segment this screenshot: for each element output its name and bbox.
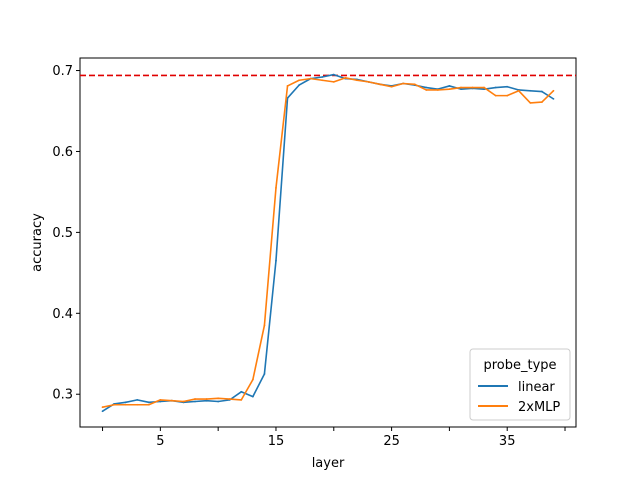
legend-label-linear: linear bbox=[518, 380, 555, 395]
data-point-linear bbox=[124, 401, 127, 404]
data-point-2xmlp bbox=[390, 85, 393, 88]
data-point-2xmlp bbox=[367, 80, 370, 83]
legend-box bbox=[469, 348, 571, 421]
data-point-linear bbox=[240, 390, 243, 393]
plot-area-frame bbox=[79, 57, 577, 428]
x-tick-label: 15 bbox=[268, 434, 285, 449]
data-point-2xmlp bbox=[344, 76, 347, 79]
data-point-linear bbox=[540, 90, 543, 93]
data-point-2xmlp bbox=[205, 398, 208, 400]
data-point-2xmlp bbox=[483, 86, 485, 89]
data-point-2xmlp bbox=[136, 403, 139, 406]
data-point-2xmlp bbox=[147, 403, 150, 406]
y-tick-label: 0.4 bbox=[52, 307, 73, 322]
data-point-2xmlp bbox=[298, 79, 300, 82]
series-line-2xmlp bbox=[102, 77, 555, 408]
data-point-2xmlp bbox=[436, 89, 439, 91]
data-point-linear bbox=[263, 373, 266, 375]
data-point-2xmlp bbox=[494, 94, 497, 97]
data-point-2xmlp bbox=[425, 89, 428, 91]
data-point-linear bbox=[194, 400, 196, 403]
legend-title: probe_type bbox=[483, 358, 556, 373]
data-point-linear bbox=[217, 400, 220, 403]
data-point-2xmlp bbox=[101, 406, 104, 409]
data-point-linear bbox=[506, 85, 509, 88]
data-point-2xmlp bbox=[506, 94, 509, 97]
data-point-2xmlp bbox=[113, 403, 116, 406]
data-point-linear bbox=[136, 398, 139, 401]
data-point-linear bbox=[286, 97, 289, 99]
data-point-2xmlp bbox=[240, 398, 243, 401]
y-tick-label: 0.7 bbox=[52, 64, 73, 79]
legend: probe_type linear 2xMLP bbox=[469, 348, 571, 421]
data-point-2xmlp bbox=[124, 403, 127, 406]
data-point-2xmlp bbox=[309, 77, 312, 80]
data-point-2xmlp bbox=[251, 378, 254, 381]
data-point-linear bbox=[552, 97, 555, 100]
x-tick-label: 25 bbox=[383, 434, 400, 449]
data-point-2xmlp bbox=[460, 86, 462, 89]
data-point-2xmlp bbox=[402, 82, 405, 85]
y-axis-label: accuracy bbox=[30, 213, 45, 272]
data-point-2xmlp bbox=[217, 397, 220, 400]
data-point-linear bbox=[460, 88, 462, 91]
data-point-linear bbox=[425, 86, 428, 89]
data-point-2xmlp bbox=[379, 83, 381, 86]
data-point-2xmlp bbox=[332, 80, 335, 83]
data-point-linear bbox=[147, 401, 150, 404]
data-point-linear bbox=[448, 85, 451, 87]
data-point-2xmlp bbox=[529, 102, 532, 104]
data-point-linear bbox=[298, 84, 300, 87]
y-tick-label: 0.5 bbox=[52, 226, 73, 241]
x-tick-label: 5 bbox=[156, 434, 164, 449]
data-point-2xmlp bbox=[228, 398, 231, 400]
data-point-2xmlp bbox=[471, 86, 474, 89]
data-point-2xmlp bbox=[171, 399, 173, 402]
data-point-linear bbox=[321, 76, 324, 78]
data-point-2xmlp bbox=[517, 89, 520, 92]
y-tick-label: 0.6 bbox=[52, 145, 73, 160]
y-tick-label: 0.3 bbox=[52, 388, 73, 403]
data-point-2xmlp bbox=[413, 83, 416, 86]
data-point-2xmlp bbox=[263, 324, 266, 327]
data-point-linear bbox=[494, 86, 497, 89]
data-point-linear bbox=[159, 400, 162, 403]
x-tick-label: 35 bbox=[499, 434, 516, 449]
data-point-linear bbox=[529, 89, 532, 92]
x-axis-label: layer bbox=[312, 456, 345, 471]
data-point-2xmlp bbox=[159, 398, 162, 401]
data-point-2xmlp bbox=[321, 79, 324, 82]
data-point-linear bbox=[275, 259, 277, 262]
data-point-linear bbox=[101, 410, 104, 413]
data-point-linear bbox=[251, 395, 254, 398]
data-point-linear bbox=[332, 73, 335, 76]
data-point-linear bbox=[205, 399, 208, 402]
data-point-2xmlp bbox=[448, 88, 451, 91]
data-point-2xmlp bbox=[540, 101, 543, 104]
data-point-2xmlp bbox=[182, 400, 185, 403]
data-point-2xmlp bbox=[356, 79, 358, 82]
data-point-2xmlp bbox=[552, 89, 555, 92]
legend-label-2xmlp: 2xMLP bbox=[518, 400, 560, 415]
data-point-2xmlp bbox=[286, 85, 289, 87]
data-point-2xmlp bbox=[194, 398, 196, 400]
data-point-2xmlp bbox=[275, 186, 277, 189]
